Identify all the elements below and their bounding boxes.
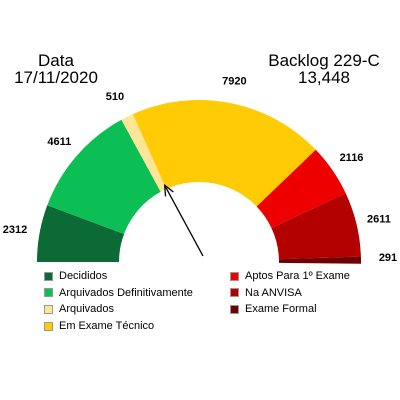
legend-item-decididos: Decididos xyxy=(44,268,193,285)
legend-label: Aptos Para 1º Exame xyxy=(245,270,350,282)
legend-swatch xyxy=(230,288,239,298)
legend-swatch xyxy=(44,321,53,331)
date-block: Data 17/11/2020 xyxy=(6,52,106,86)
backlog-label: Backlog 229-C xyxy=(268,51,380,70)
data-label-aptos-para-1-exame: 2116 xyxy=(340,152,364,164)
gauge-segment-aptos-para-1-exame xyxy=(256,149,346,229)
legend-item-arquivados-definitivamente: Arquivados Definitivamente xyxy=(44,285,193,302)
legend-label: Arquivados xyxy=(59,303,115,316)
gauge-segment-decididos xyxy=(37,205,125,262)
gauge-segment-exame-formal xyxy=(278,256,362,264)
legend-left: Decididos Arquivados Definitivamente Arqui… xyxy=(44,268,193,334)
legend-label: Arquivados Definitivamente xyxy=(59,286,193,299)
date-value: 17/11/2020 xyxy=(14,68,98,87)
gauge-segment-arquivados-definitivamente xyxy=(47,119,161,234)
legend-label: Em Exame Técnico xyxy=(59,319,155,332)
pointer-line xyxy=(164,184,204,257)
legend-swatch xyxy=(230,304,239,314)
backlog-value: 13,448 xyxy=(298,68,350,87)
legend-swatch xyxy=(44,271,53,281)
backlog-block: Backlog 229-C 13,448 xyxy=(256,52,392,86)
date-label: Data xyxy=(38,51,74,70)
gauge-segment-arquivados xyxy=(121,114,167,192)
gauge-segment-na-anvisa xyxy=(271,193,361,260)
data-label-na-anvisa: 2611 xyxy=(367,214,391,226)
data-label-arquivados-definitivamente: 4611 xyxy=(47,136,71,148)
legend-label: Na ANVISA xyxy=(245,286,302,299)
data-label-arquivados: 510 xyxy=(106,91,124,103)
legend-item-aptos-para-1-exame: Aptos Para 1º Exame xyxy=(230,268,350,285)
legend-item-na-anvisa: Na ANVISA xyxy=(230,285,350,302)
legend-item-exame-formal: Exame Formal xyxy=(230,301,350,318)
pointer-arrowhead-icon xyxy=(163,183,174,197)
legend-item-arquivados: Arquivados xyxy=(44,301,193,318)
legend-label: Decididos xyxy=(59,270,108,282)
legend-swatch xyxy=(44,304,53,314)
data-label-decididos: 2312 xyxy=(3,224,27,236)
data-label-em-exame-tecnico: 7920 xyxy=(222,75,246,87)
legend-swatch xyxy=(44,288,53,298)
legend-right: Aptos Para 1º Exame Na ANVISA Exame Formal xyxy=(230,268,350,318)
legend-item-em-exame-tecnico: Em Exame Técnico xyxy=(44,318,193,335)
legend-label: Exame Formal xyxy=(245,303,317,316)
gauge-segment-em-exame-tecnico xyxy=(132,100,316,207)
data-label-exame-formal: 291 xyxy=(379,252,397,264)
legend-swatch xyxy=(230,271,239,281)
